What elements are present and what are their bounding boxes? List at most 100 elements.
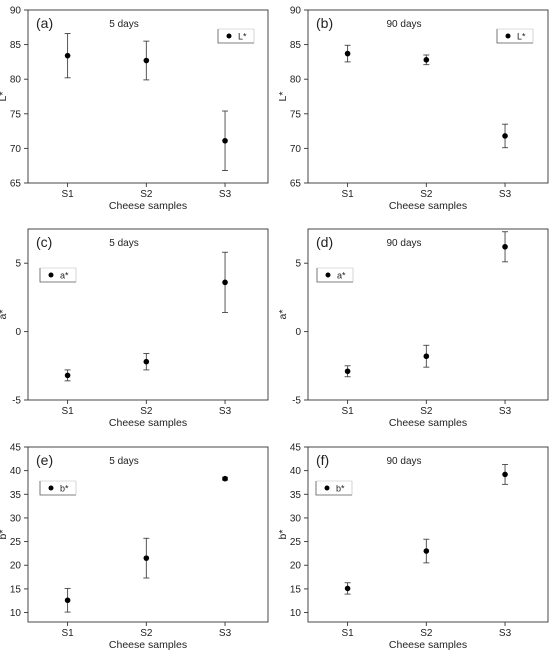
x-axis-label: Cheese samples xyxy=(109,200,187,212)
y-tick-label: 90 xyxy=(290,6,302,17)
legend-box xyxy=(39,268,76,283)
y-tick-label: 80 xyxy=(290,75,302,86)
y-axis-label: L* xyxy=(277,92,289,102)
data-point xyxy=(423,548,430,554)
y-tick-label: 85 xyxy=(10,40,22,51)
y-tick-label: 35 xyxy=(290,490,302,501)
y-tick-label: 0 xyxy=(15,327,21,338)
x-tick-label: S2 xyxy=(420,628,433,639)
y-tick-label: 10 xyxy=(290,608,302,619)
panel-title: 90 days xyxy=(386,238,421,249)
y-tick-label: 5 xyxy=(295,259,301,270)
x-tick-label: S1 xyxy=(61,628,74,639)
data-point xyxy=(423,57,430,63)
legend-label: L* xyxy=(517,32,526,42)
x-axis-label: Cheese samples xyxy=(389,639,467,651)
panel-label: (e) xyxy=(36,452,53,468)
y-tick-label: 30 xyxy=(290,513,302,524)
y-axis-label: a* xyxy=(277,310,289,320)
x-tick-label: S1 xyxy=(341,628,354,639)
panel-title: 90 days xyxy=(386,456,421,467)
data-point xyxy=(64,372,71,379)
legend-box xyxy=(39,481,76,496)
y-tick-label: 15 xyxy=(10,584,22,595)
x-tick-label: S3 xyxy=(499,406,512,417)
y-tick-label: 30 xyxy=(10,513,22,524)
data-point xyxy=(344,585,351,592)
y-tick-label: 35 xyxy=(10,490,22,501)
legend-label: b* xyxy=(60,484,69,494)
data-point xyxy=(502,243,508,250)
chart-panel-3: -5 0 5 S1 S2 S3 Cheese samples a* (c) 5 days a* xyxy=(0,228,269,429)
y-tick-label: 80 xyxy=(10,75,22,86)
data-point xyxy=(143,358,150,365)
panel-title: 5 days xyxy=(109,238,138,249)
y-axis-label: b* xyxy=(277,530,289,540)
y-tick-label: 15 xyxy=(290,584,302,595)
legend-box xyxy=(315,481,352,496)
y-tick-label: 25 xyxy=(290,537,302,548)
legend-marker xyxy=(48,485,54,491)
plot-frame xyxy=(27,9,269,184)
y-tick-label: 20 xyxy=(10,561,22,572)
plot-frame xyxy=(307,446,549,623)
chart-panel-2: 65 70 75 80 85 90 S1 S2 S3 Cheese samples L* (b) 90 … xyxy=(277,6,549,212)
y-tick-label: 45 xyxy=(290,443,302,454)
legend-marker xyxy=(324,485,330,491)
y-tick-label: 75 xyxy=(10,109,22,120)
x-tick-label: S3 xyxy=(219,406,232,417)
data-point xyxy=(423,353,430,360)
x-axis-label: Cheese samples xyxy=(109,417,187,429)
chart-panel-5: 10 15 20 25 30 35 40 45 S1 S2 S3 Cheese samples b* (e… xyxy=(0,443,269,651)
y-tick-label: 10 xyxy=(10,608,22,619)
panel-label: (f) xyxy=(316,452,329,468)
y-tick-label: 40 xyxy=(290,466,302,477)
data-point xyxy=(222,475,228,482)
x-tick-label: S2 xyxy=(140,628,153,639)
x-tick-label: S2 xyxy=(140,189,153,200)
plot-frame xyxy=(27,446,269,623)
x-tick-label: S3 xyxy=(499,189,512,200)
y-tick-label: -5 xyxy=(292,396,301,407)
panel-label: (c) xyxy=(36,234,52,250)
y-tick-label: 75 xyxy=(290,109,302,120)
chart-panel-6: 10 15 20 25 30 35 40 45 S1 S2 S3 Cheese samples b* (f… xyxy=(277,443,549,651)
legend-box xyxy=(217,29,254,44)
x-tick-label: S3 xyxy=(499,628,512,639)
plot-frame xyxy=(307,9,549,184)
y-tick-label: 70 xyxy=(290,144,302,155)
data-point xyxy=(143,57,150,64)
x-tick-label: S1 xyxy=(61,189,74,200)
y-tick-label: 40 xyxy=(10,466,22,477)
legend-marker xyxy=(48,272,54,278)
y-tick-label: 0 xyxy=(295,327,301,338)
data-point xyxy=(502,133,508,139)
legend-label: a* xyxy=(337,271,346,281)
y-tick-label: 90 xyxy=(10,6,22,17)
chart-panel-4: -5 0 5 S1 S2 S3 Cheese samples a* (d) 90 days a* xyxy=(277,228,549,429)
y-axis-label: L* xyxy=(0,92,9,102)
data-point xyxy=(64,597,71,604)
x-axis-label: Cheese samples xyxy=(389,200,467,212)
x-tick-label: S2 xyxy=(140,406,153,417)
y-tick-label: 45 xyxy=(10,443,22,454)
panel-label: (b) xyxy=(316,15,333,31)
panel-label: (a) xyxy=(36,15,53,31)
legend-marker xyxy=(226,33,232,39)
x-tick-label: S3 xyxy=(219,628,232,639)
y-axis-label: b* xyxy=(0,530,9,540)
legend-label: a* xyxy=(60,271,69,281)
data-point xyxy=(344,50,351,57)
legend-label: b* xyxy=(336,484,345,494)
legend-marker xyxy=(505,33,511,39)
panel-title: 5 days xyxy=(109,19,138,30)
data-point xyxy=(222,279,228,286)
x-tick-label: S2 xyxy=(420,406,433,417)
x-tick-label: S1 xyxy=(341,189,354,200)
y-tick-label: 70 xyxy=(10,144,22,155)
panel-title: 90 days xyxy=(386,19,421,30)
y-axis-label: a* xyxy=(0,310,9,320)
y-tick-label: 5 xyxy=(15,259,21,270)
y-tick-label: 65 xyxy=(290,179,302,190)
